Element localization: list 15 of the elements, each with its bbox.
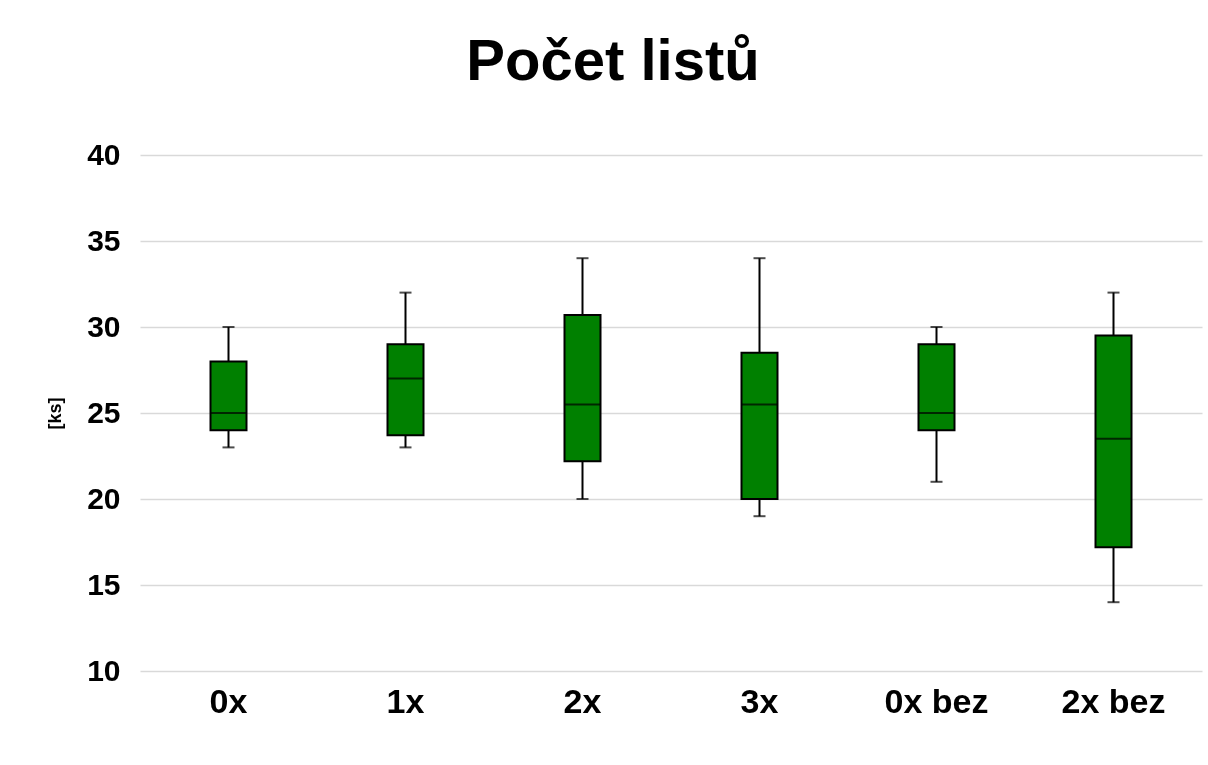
x-tick-label: 0x <box>209 681 248 720</box>
chart-title: Počet listů <box>466 27 760 92</box>
x-tick-label: 1x <box>386 681 425 720</box>
x-tick-label: 3x <box>740 681 779 720</box>
y-axis-title: [ks] <box>45 397 66 430</box>
y-tick-label: 30 <box>87 309 121 343</box>
x-tick-label: 2x <box>563 681 602 720</box>
y-tick-label: 25 <box>87 395 121 429</box>
y-tick-label: 20 <box>87 481 121 515</box>
x-tick-label: 0x bez <box>884 681 989 720</box>
y-tick-label: 40 <box>87 137 121 171</box>
y-tick-label: 35 <box>87 223 121 257</box>
x-tick-label: 2x bez <box>1061 681 1166 720</box>
y-tick-label: 10 <box>87 653 121 687</box>
y-tick-label: 15 <box>87 567 121 601</box>
